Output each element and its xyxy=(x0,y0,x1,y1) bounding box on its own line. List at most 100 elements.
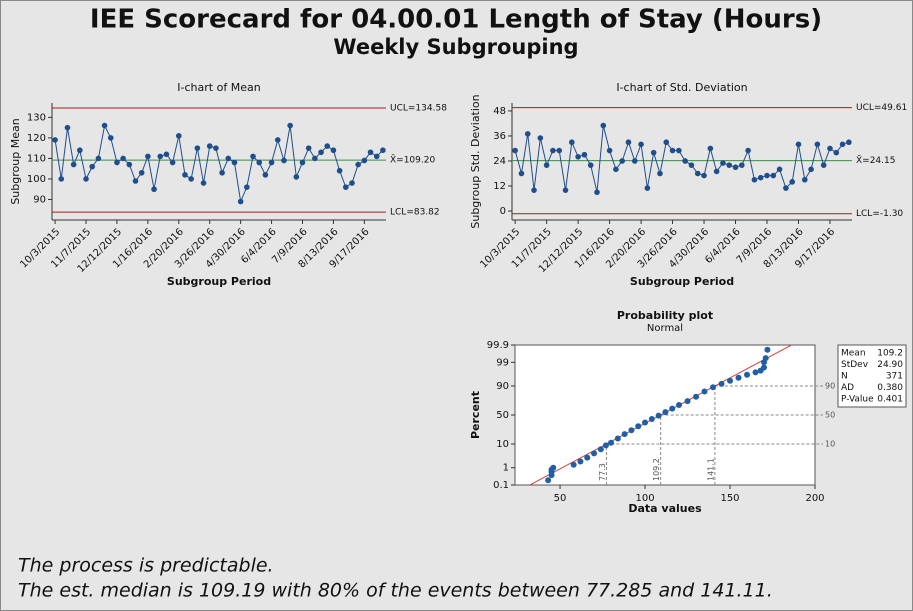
data-point xyxy=(600,122,607,129)
data-point xyxy=(262,172,269,178)
data-point xyxy=(745,147,751,154)
y-tick-label: 99.9 xyxy=(487,340,509,351)
x-axis-title: Subgroup Period xyxy=(167,275,271,288)
y-tick-label: 12 xyxy=(493,181,506,192)
data-point xyxy=(107,135,114,141)
data-point xyxy=(676,402,683,409)
stats-label: StDev xyxy=(841,360,869,370)
data-point xyxy=(707,145,714,152)
y-tick-label: 0.1 xyxy=(493,480,509,491)
data-point xyxy=(330,147,337,154)
reference-x-label: 109.2 xyxy=(652,458,661,481)
data-point xyxy=(120,155,126,162)
data-point xyxy=(726,162,733,168)
data-point xyxy=(543,162,550,168)
data-point xyxy=(64,124,71,131)
data-point xyxy=(820,162,827,168)
y-tick-label: 36 xyxy=(493,131,506,142)
data-point xyxy=(606,147,613,154)
data-point xyxy=(591,450,598,457)
reference-percent-label: 10 xyxy=(825,440,835,449)
data-point xyxy=(287,122,293,129)
data-point xyxy=(274,137,281,143)
data-point xyxy=(537,135,544,141)
data-point xyxy=(619,158,625,164)
data-point xyxy=(770,172,777,179)
data-point xyxy=(744,371,751,378)
chart-title: I-chart of Mean xyxy=(177,81,260,94)
data-point xyxy=(237,198,244,205)
chart-title: I-chart of Std. Deviation xyxy=(616,81,747,94)
data-point xyxy=(188,176,194,182)
data-point xyxy=(846,139,852,146)
data-point xyxy=(182,172,188,178)
y-axis-title: Subgroup Std. Deviation xyxy=(469,94,482,228)
data-point xyxy=(663,139,670,146)
data-point xyxy=(621,431,628,438)
y-tick-label: 24 xyxy=(493,156,506,167)
data-point xyxy=(642,419,649,426)
data-point xyxy=(355,161,361,168)
data-point xyxy=(512,147,518,154)
data-point xyxy=(631,158,638,164)
data-point xyxy=(126,161,133,168)
data-point xyxy=(701,388,708,395)
data-point xyxy=(727,377,734,384)
data-line xyxy=(514,125,850,193)
y-axis-title: Subgroup Mean xyxy=(9,118,22,204)
data-point xyxy=(625,139,632,146)
data-point xyxy=(575,154,581,160)
chart-title: Probability plot xyxy=(617,309,713,322)
data-point xyxy=(570,461,577,468)
data-point xyxy=(764,346,771,353)
data-point xyxy=(752,369,759,376)
data-point xyxy=(231,159,238,166)
data-point xyxy=(655,412,662,419)
data-point xyxy=(138,169,145,176)
data-point xyxy=(219,169,225,176)
x-tick-label: 50 xyxy=(554,493,567,504)
stats-value: 24.90 xyxy=(877,360,903,370)
data-point xyxy=(648,415,655,422)
data-point xyxy=(114,159,120,166)
data-point xyxy=(524,131,531,137)
chart-subtitle: Normal xyxy=(647,323,683,334)
x-tick-label: 150 xyxy=(720,493,739,504)
data-point xyxy=(361,157,368,164)
x-tick-label: 200 xyxy=(805,493,824,504)
data-point xyxy=(101,122,108,129)
data-point xyxy=(688,162,695,168)
footer-line: The process is predictable. xyxy=(18,555,274,577)
data-point xyxy=(556,147,563,154)
data-point xyxy=(550,147,556,154)
data-point xyxy=(132,178,139,184)
data-point xyxy=(644,185,651,191)
data-point xyxy=(169,159,176,166)
data-point xyxy=(657,170,663,177)
data-point xyxy=(650,149,657,156)
data-point xyxy=(342,184,349,190)
x-axis-title: Subgroup Period xyxy=(630,275,734,288)
data-point xyxy=(77,147,83,154)
data-point xyxy=(336,167,343,174)
data-point xyxy=(584,454,591,461)
data-point xyxy=(293,174,300,180)
data-point xyxy=(720,160,726,166)
reference-x-label: 77.3 xyxy=(598,463,607,481)
data-point xyxy=(58,176,65,182)
control-limit-label: LCL=-1.30 xyxy=(856,209,903,219)
reference-percent-label: 50 xyxy=(825,411,835,420)
y-tick-label: 90 xyxy=(496,381,509,392)
stats-value: 0.380 xyxy=(877,383,903,393)
data-point xyxy=(789,179,795,185)
stats-label: P-Value xyxy=(841,395,874,405)
data-point xyxy=(776,166,783,173)
y-tick-label: 48 xyxy=(493,106,506,117)
title: IEE Scorecard for 04.00.01 Length of Sta… xyxy=(90,5,822,35)
data-point xyxy=(682,158,688,164)
subtitle: Weekly Subgrouping xyxy=(333,35,578,59)
data-point xyxy=(602,442,609,449)
data-point xyxy=(761,364,768,371)
data-point xyxy=(594,189,600,196)
